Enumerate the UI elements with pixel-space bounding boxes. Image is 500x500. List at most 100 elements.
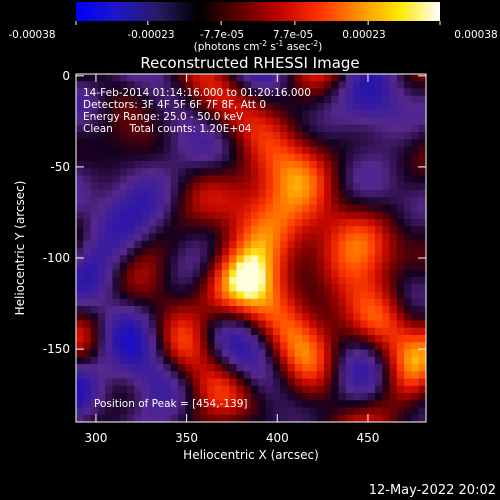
heatmap-cell — [287, 356, 296, 365]
heatmap-cell — [156, 197, 165, 206]
heatmap-cell — [141, 335, 150, 343]
heatmap-cell — [374, 103, 383, 111]
heatmap-cell — [97, 124, 106, 133]
heatmap-cell — [309, 400, 318, 409]
heatmap-cell — [353, 168, 361, 177]
heatmap-cell — [163, 298, 172, 307]
heatmap-cell — [105, 168, 114, 177]
heatmap-cell — [323, 335, 332, 343]
heatmap-cell — [148, 132, 157, 140]
heatmap-cell — [272, 284, 281, 293]
heatmap-cell — [265, 190, 274, 198]
heatmap-cell — [199, 110, 208, 119]
heatmap-cell — [156, 233, 165, 242]
heatmap-cell — [221, 124, 230, 133]
heatmap-cell — [396, 226, 405, 235]
heatmap-cell — [105, 277, 114, 285]
heatmap-cell — [345, 182, 354, 191]
heatmap-cell — [178, 182, 186, 191]
heatmap-cell — [112, 385, 121, 394]
heatmap-cell — [229, 110, 238, 119]
heatmap-cell — [236, 88, 245, 97]
heatmap-cell — [251, 356, 259, 365]
heatmap-cell — [396, 197, 405, 206]
heatmap-cell — [280, 364, 289, 372]
heatmap-cell — [389, 284, 398, 293]
heatmap-cell — [331, 226, 340, 235]
heatmap-cell — [192, 139, 201, 148]
heatmap-cell — [411, 248, 420, 256]
heatmap-cell — [105, 306, 114, 314]
heatmap-cell — [258, 132, 267, 140]
heatmap-cell — [389, 226, 398, 235]
heatmap-cell — [331, 291, 340, 300]
heatmap-cell — [127, 117, 135, 126]
heatmap-cell — [236, 284, 245, 293]
heatmap-cell — [316, 175, 325, 184]
heatmap-cell — [134, 182, 143, 191]
heatmap-cell — [374, 190, 383, 198]
heatmap-cell — [331, 378, 340, 387]
heatmap-cell — [178, 327, 186, 336]
heatmap-cell — [105, 414, 114, 422]
heatmap-cell — [382, 393, 391, 401]
heatmap-cell — [302, 197, 310, 206]
heatmap-cell — [83, 356, 92, 365]
heatmap-cell — [90, 378, 99, 387]
heatmap-cell — [294, 393, 303, 401]
heatmap-cell — [316, 226, 325, 235]
heatmap-cell — [97, 204, 106, 213]
heatmap-cell — [338, 262, 347, 271]
heatmap-cell — [141, 385, 150, 394]
heatmap-cell — [229, 226, 238, 235]
heatmap-cell — [243, 117, 252, 126]
heatmap-cell — [418, 146, 426, 155]
heatmap-cell — [272, 262, 281, 271]
heatmap-cell — [251, 277, 259, 285]
heatmap-cell — [404, 320, 413, 329]
heatmap-cell — [221, 132, 230, 140]
heatmap-cell — [207, 103, 216, 111]
heatmap-cell — [214, 342, 223, 351]
heatmap-cell — [163, 400, 172, 409]
heatmap-cell — [404, 175, 413, 184]
heatmap-cell — [302, 132, 310, 140]
heatmap-cell — [411, 414, 420, 422]
heatmap-cell — [316, 117, 325, 126]
heatmap-cell — [309, 385, 318, 394]
heatmap-cell — [309, 306, 318, 314]
heatmap-cell — [156, 298, 165, 307]
heatmap-cell — [214, 262, 223, 271]
heatmap-cell — [178, 168, 186, 177]
heatmap-cell — [382, 88, 391, 97]
heatmap-cell — [258, 255, 267, 264]
heatmap-cell — [185, 219, 194, 227]
heatmap-cell — [134, 103, 143, 111]
heatmap-cell — [97, 342, 106, 351]
heatmap-cell — [418, 414, 426, 422]
heatmap-cell — [112, 291, 121, 300]
heatmap-cell — [83, 103, 92, 111]
heatmap-cell — [287, 190, 296, 198]
heatmap-cell — [280, 74, 289, 82]
heatmap-cell — [294, 190, 303, 198]
heatmap-cell — [302, 81, 310, 90]
heatmap-cell — [360, 139, 369, 148]
heatmap-cell — [199, 124, 208, 133]
heatmap-cell — [199, 132, 208, 140]
heatmap-cell — [309, 393, 318, 401]
heatmap-cell — [323, 197, 332, 206]
heatmap-cell — [221, 81, 230, 90]
heatmap-cell — [294, 88, 303, 97]
heatmap-cell — [163, 139, 172, 148]
heatmap-cell — [287, 211, 296, 220]
heatmap-cell — [302, 414, 310, 422]
heatmap-cell — [251, 117, 259, 126]
heatmap-cell — [243, 255, 252, 264]
heatmap-cell — [236, 190, 245, 198]
heatmap-cell — [76, 103, 84, 111]
heatmap-cell — [280, 400, 289, 409]
heatmap-cell — [382, 124, 391, 133]
heatmap-cell — [214, 407, 223, 416]
heatmap-cell — [90, 262, 99, 271]
